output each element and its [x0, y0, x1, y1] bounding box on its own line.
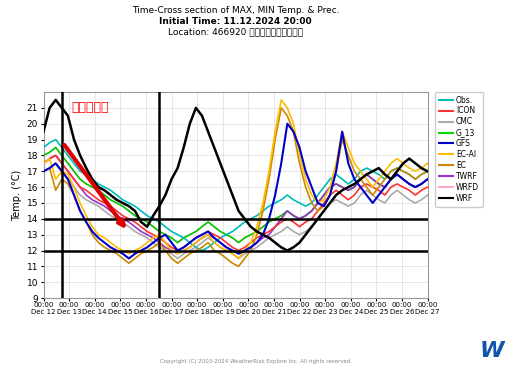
Y-axis label: Temp. (°C): Temp. (°C) — [12, 169, 23, 221]
Text: Time-Cross section of MAX, MIN Temp. & Prec.: Time-Cross section of MAX, MIN Temp. & P… — [132, 6, 339, 14]
Text: Location: 466920 台北市中正區台北測站: Location: 466920 台北市中正區台北測站 — [168, 28, 303, 36]
Text: Initial Time: 11.12.2024 20:00: Initial Time: 11.12.2024 20:00 — [159, 17, 312, 25]
Text: W: W — [479, 341, 504, 361]
Text: 大陸冷氣團: 大陸冷氣團 — [71, 101, 109, 114]
Legend: Obs., ICON, CMC, G_13, GFS, EC-AI, EC, TWRF, WRFD, WRF: Obs., ICON, CMC, G_13, GFS, EC-AI, EC, T… — [435, 92, 483, 206]
Text: Copyright (C) 2003-2024 WeatherRisk Explore Inc. All rights reserved.: Copyright (C) 2003-2024 WeatherRisk Expl… — [160, 359, 352, 364]
